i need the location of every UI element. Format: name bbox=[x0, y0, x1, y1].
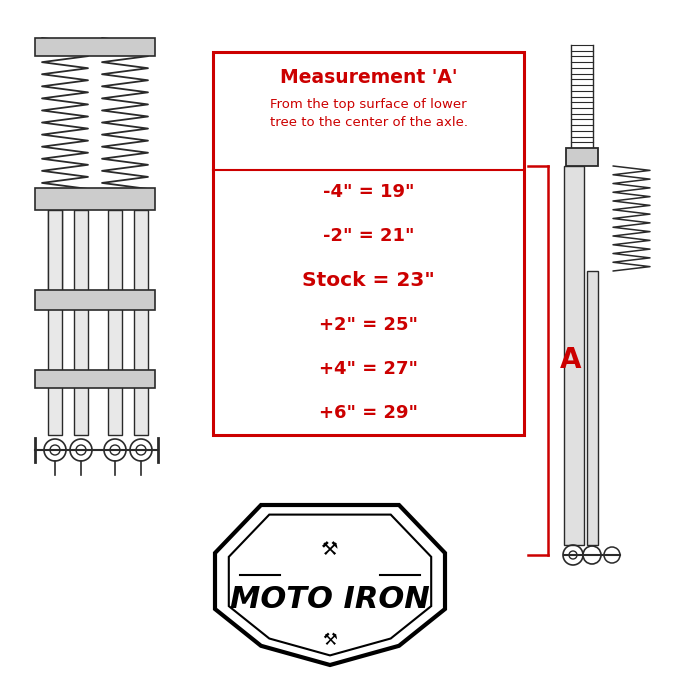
Bar bbox=[566, 148, 598, 166]
Text: -4" = 19": -4" = 19" bbox=[323, 183, 414, 201]
Bar bbox=[213, 52, 524, 435]
Polygon shape bbox=[215, 505, 445, 665]
Bar bbox=[48, 210, 62, 435]
Bar bbox=[74, 210, 88, 435]
Text: Stock = 23": Stock = 23" bbox=[302, 271, 435, 290]
Text: ⚒: ⚒ bbox=[321, 540, 339, 559]
Text: ⚒: ⚒ bbox=[323, 631, 337, 649]
Bar bbox=[108, 210, 122, 435]
Text: Measurement 'A': Measurement 'A' bbox=[280, 68, 457, 87]
Bar bbox=[35, 38, 155, 56]
Bar bbox=[587, 271, 598, 545]
Text: A: A bbox=[560, 346, 582, 374]
Bar bbox=[35, 370, 155, 388]
Bar bbox=[35, 290, 155, 310]
Bar bbox=[564, 166, 584, 545]
Text: +6" = 29": +6" = 29" bbox=[319, 404, 418, 422]
Text: -2" = 21": -2" = 21" bbox=[323, 228, 414, 245]
Bar bbox=[35, 188, 155, 210]
Text: MOTO IRON: MOTO IRON bbox=[230, 585, 430, 615]
Text: From the top surface of lower
tree to the center of the axle.: From the top surface of lower tree to th… bbox=[270, 98, 468, 129]
Polygon shape bbox=[229, 514, 431, 655]
Text: +4" = 27": +4" = 27" bbox=[319, 360, 418, 378]
Bar bbox=[134, 210, 148, 435]
Text: +2" = 25": +2" = 25" bbox=[319, 316, 418, 334]
